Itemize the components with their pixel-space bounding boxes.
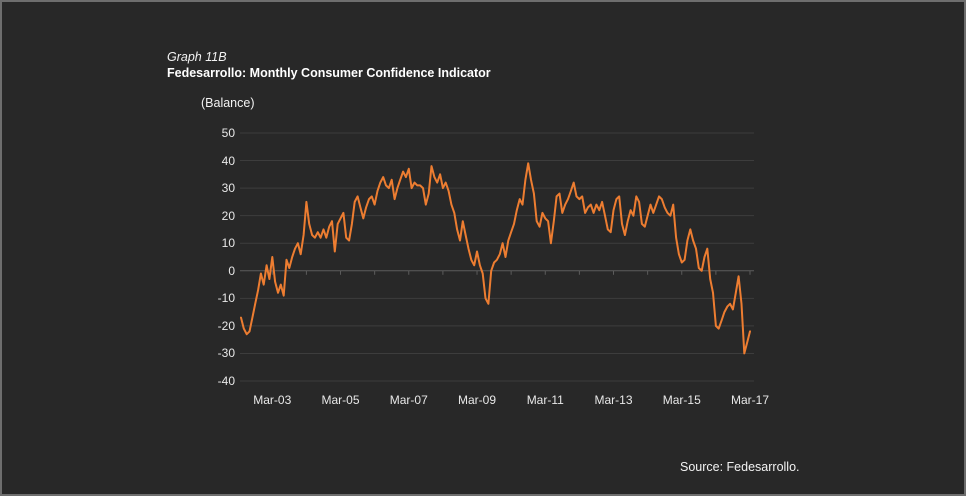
y-tick-label: -10 xyxy=(217,291,235,306)
x-tick-label: Mar-07 xyxy=(389,393,428,407)
x-tick-label: Mar-09 xyxy=(458,393,497,407)
x-tick-label: Mar-17 xyxy=(730,393,769,407)
x-tick-label: Mar-11 xyxy=(526,393,564,407)
consumer-confidence-series-line xyxy=(240,162,751,355)
graph-number-label: Graph 11B xyxy=(167,50,227,64)
y-tick-label: 30 xyxy=(221,181,235,196)
y-tick-label: 0 xyxy=(228,263,235,278)
y-tick-label: 50 xyxy=(221,126,235,140)
y-axis-unit-label: (Balance) xyxy=(201,96,255,110)
x-tick-label: Mar-15 xyxy=(662,393,701,407)
y-tick-label: -20 xyxy=(217,318,235,333)
chart-title: Fedesarrollo: Monthly Consumer Confidenc… xyxy=(167,66,491,80)
y-tick-label: -30 xyxy=(217,346,235,361)
y-tick-label: 40 xyxy=(221,153,235,168)
y-tick-label: 10 xyxy=(221,236,235,251)
y-tick-label: -40 xyxy=(217,374,235,388)
x-tick-label: Mar-03 xyxy=(253,393,292,407)
source-note: Source: Fedesarrollo. xyxy=(680,460,800,474)
y-tick-label: 20 xyxy=(221,208,235,223)
x-tick-label: Mar-13 xyxy=(594,393,633,407)
x-tick-label: Mar-05 xyxy=(321,393,360,407)
